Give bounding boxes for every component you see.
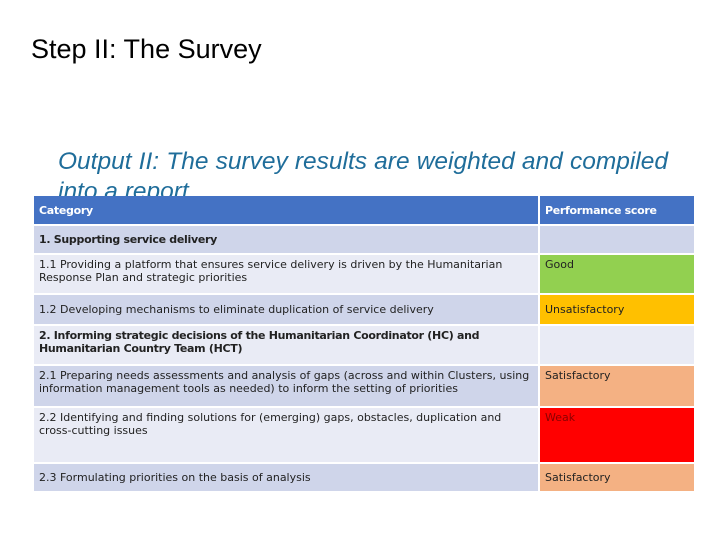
table-row: 1.2 Developing mechanisms to eliminate d… <box>34 295 694 324</box>
score-cell: Good <box>540 255 694 293</box>
score-cell: Weak <box>540 408 694 462</box>
header-performance-score: Performance score <box>540 196 694 224</box>
section-label: 2. Informing strategic decisions of the … <box>34 326 538 364</box>
score-cell: Satisfactory <box>540 366 694 406</box>
section-row: 1. Supporting service delivery <box>34 226 694 253</box>
score-cell: Satisfactory <box>540 464 694 491</box>
category-cell: 1.1 Providing a platform that ensures se… <box>34 255 538 293</box>
category-cell: 2.1 Preparing needs assessments and anal… <box>34 366 538 406</box>
section-row: 2. Informing strategic decisions of the … <box>34 326 694 364</box>
category-cell: 1.2 Developing mechanisms to eliminate d… <box>34 295 538 324</box>
header-category: Category <box>34 196 538 224</box>
table-row: 2.2 Identifying and finding solutions fo… <box>34 408 694 462</box>
slide-subtitle: Output II: The survey results are weight… <box>58 148 668 205</box>
category-cell: 2.2 Identifying and finding solutions fo… <box>34 408 538 462</box>
score-cell <box>540 326 694 364</box>
category-cell: 2.3 Formulating priorities on the basis … <box>34 464 538 491</box>
section-label: 1. Supporting service delivery <box>34 226 538 253</box>
table-header-row: Category Performance score <box>34 196 694 224</box>
table-row: 2.1 Preparing needs assessments and anal… <box>34 366 694 406</box>
survey-results-table: Category Performance score 1. Supporting… <box>32 194 696 493</box>
table-row: 1.1 Providing a platform that ensures se… <box>34 255 694 293</box>
slide-title: Step II: The Survey <box>31 34 262 64</box>
table-row: 2.3 Formulating priorities on the basis … <box>34 464 694 491</box>
score-cell: Unsatisfactory <box>540 295 694 324</box>
score-cell <box>540 226 694 253</box>
